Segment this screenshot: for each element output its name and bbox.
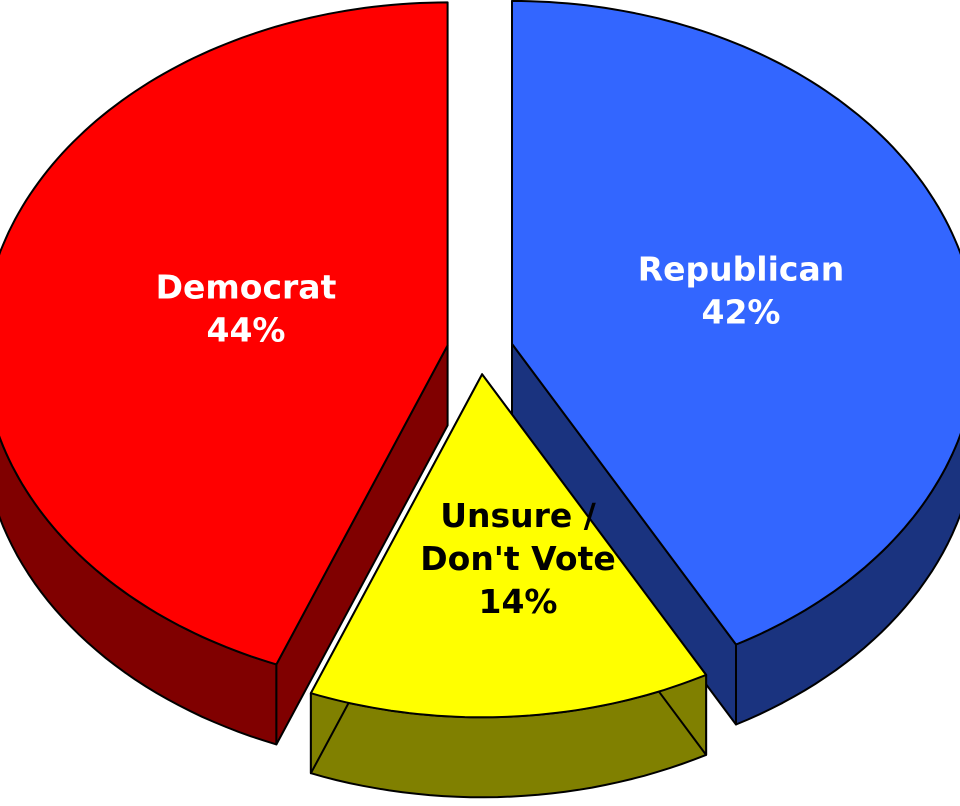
slice-value-label-republican: 42% xyxy=(702,293,781,332)
slice-name-label-unsure: Unsure / xyxy=(440,496,597,535)
slice-democrat xyxy=(0,1,449,666)
slice-name-label-democrat: Democrat xyxy=(156,268,337,307)
slice-value-label-unsure: 14% xyxy=(479,582,558,621)
slice-unsure xyxy=(309,373,708,719)
slice-name-label-republican: Republican xyxy=(638,250,844,289)
slice-name-label-unsure: Don't Vote xyxy=(420,539,616,578)
slice-republican xyxy=(511,0,960,646)
slice-tops xyxy=(0,0,960,719)
slice-value-label-democrat: 44% xyxy=(207,311,286,350)
slice-labels: Republican 42% Unsure / Don't Vote 14% Democr… xyxy=(156,250,845,622)
